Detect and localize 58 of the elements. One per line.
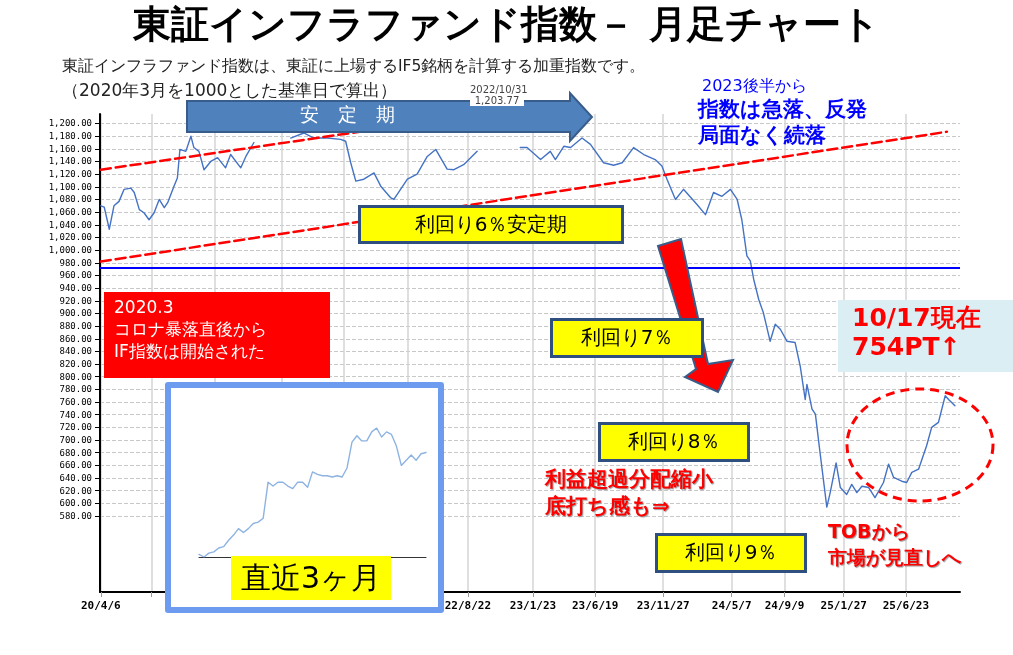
y-tick-label: 620.00 bbox=[59, 485, 92, 496]
annotation: 指数は急落、反発局面なく続落 bbox=[698, 96, 868, 149]
y-tick-label: 800.00 bbox=[59, 371, 92, 382]
x-tick-label: 24/5/7 bbox=[711, 599, 752, 612]
y-tick-label: 1,140.00 bbox=[48, 156, 92, 167]
text-box: 利回り9％ bbox=[655, 533, 807, 573]
x-tick-label: 22/8/22 bbox=[444, 599, 492, 612]
y-tick-label: 1,200.00 bbox=[48, 118, 92, 129]
annotation: 安 定 期 bbox=[300, 103, 395, 126]
text: 直近3ヶ月 bbox=[231, 556, 392, 600]
y-tick-label: 1,040.00 bbox=[48, 219, 92, 230]
y-tick-label: 740.00 bbox=[59, 409, 92, 420]
annotation: TOBから bbox=[828, 520, 910, 543]
chart-subtitle: 東証インフラファンド指数は、東証に上場するIF5銘柄を計算する加重指数です。 bbox=[62, 57, 646, 76]
y-tick-label: 900.00 bbox=[59, 308, 92, 319]
chart-title: 東証インフラファンド指数－ 月足チャート bbox=[132, 2, 881, 48]
y-tick-label: 920.00 bbox=[59, 295, 92, 306]
y-tick-label: 580.00 bbox=[59, 511, 92, 522]
y-tick-label: 780.00 bbox=[59, 384, 92, 395]
y-tick-label: 820.00 bbox=[59, 359, 92, 370]
y-tick-label: 960.00 bbox=[59, 270, 92, 281]
y-tick-label: 1,160.00 bbox=[48, 143, 92, 154]
y-tick-label: 860.00 bbox=[59, 333, 92, 344]
y-tick-label: 660.00 bbox=[59, 460, 92, 471]
annotation: 利益超過分配縮小底打ち感も⇒ bbox=[545, 466, 714, 521]
y-tick-label: 1,180.00 bbox=[48, 131, 92, 142]
text-box: 2020.3 コロナ暴落直後から IF指数は開始された bbox=[104, 292, 330, 378]
y-tick-label: 1,120.00 bbox=[48, 169, 92, 180]
y-tick-label: 640.00 bbox=[59, 473, 92, 484]
y-tick-label: 1,060.00 bbox=[48, 207, 92, 218]
y-tick-label: 700.00 bbox=[59, 435, 92, 446]
x-tick-label: 24/9/9 bbox=[764, 599, 805, 612]
x-tick-label: 23/6/19 bbox=[571, 599, 619, 612]
text-box: 10/17現在 754PT↑ bbox=[838, 300, 1013, 372]
y-tick-label: 980.00 bbox=[59, 257, 92, 268]
y-tick-label: 680.00 bbox=[59, 447, 92, 458]
y-tick-label: 940.00 bbox=[59, 283, 92, 294]
y-tick-label: 1,000.00 bbox=[48, 245, 92, 256]
annotation: 市場が見直しへ bbox=[828, 546, 961, 569]
text: 2023後半から bbox=[702, 76, 807, 96]
y-tick-label: 720.00 bbox=[59, 422, 92, 433]
y-tick-label: 1,020.00 bbox=[48, 232, 92, 243]
y-tick-label: 600.00 bbox=[59, 498, 92, 509]
text-box: 利回り7％ bbox=[550, 318, 704, 358]
x-tick-label: 20/4/6 bbox=[80, 599, 122, 612]
y-tick-label: 760.00 bbox=[59, 397, 92, 408]
y-tick-label: 880.00 bbox=[59, 321, 92, 332]
x-tick-label: 25/6/23 bbox=[882, 599, 930, 612]
text-box: 利回り8％ bbox=[598, 422, 750, 462]
text: 2022/10/31 1,203.77 bbox=[470, 84, 528, 106]
y-tick-label: 1,080.00 bbox=[48, 194, 92, 205]
x-tick-label: 23/11/27 bbox=[636, 599, 690, 612]
x-tick-label: 23/1/23 bbox=[509, 599, 557, 612]
y-tick-label: 1,100.00 bbox=[48, 181, 92, 192]
y-tick-label: 840.00 bbox=[59, 346, 92, 357]
text-box: 利回り6％安定期 bbox=[358, 205, 624, 244]
text: （2020年3月を1000とした基準日で算出） bbox=[62, 80, 398, 101]
x-tick-label: 25/1/27 bbox=[820, 599, 867, 612]
